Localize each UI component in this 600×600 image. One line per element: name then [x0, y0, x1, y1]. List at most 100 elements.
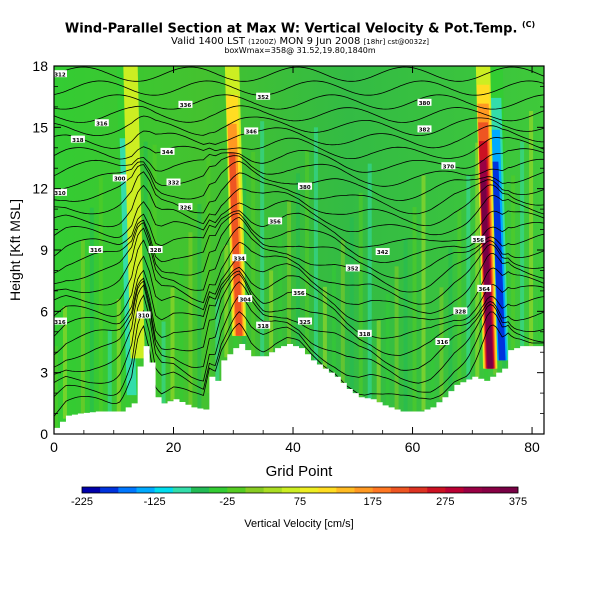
field-streak	[367, 163, 372, 399]
isentrope-label-text: 352	[347, 267, 359, 273]
isentrope-line	[54, 273, 544, 368]
field-streak	[80, 239, 85, 414]
isentrope-label: 300	[112, 174, 127, 183]
x-axis-label: Grid Point	[266, 463, 334, 480]
valid-date: MON 9 Jun 2008	[279, 36, 361, 47]
isentrope-label-bg	[94, 119, 109, 127]
field-streak	[251, 151, 256, 357]
field-streak	[304, 149, 309, 355]
isentrope-label-text: 312	[54, 72, 66, 78]
colorbar-tick-label: -25	[219, 496, 235, 508]
updraft-column	[228, 152, 243, 336]
isentrope-line	[54, 184, 544, 228]
isentrope-line	[54, 226, 544, 293]
terrain-mask	[54, 344, 544, 434]
colorbar-swatch	[390, 487, 410, 493]
field-streak	[287, 200, 292, 345]
isentrope-label: 380	[297, 182, 312, 191]
isentrope-line	[54, 80, 544, 96]
isentrope-label-bg	[88, 246, 103, 253]
isentrope-label: 336	[178, 100, 193, 109]
field-streak	[322, 286, 327, 369]
valid-utc: (1200Z)	[248, 38, 277, 46]
isentrope-label-bg	[112, 174, 127, 182]
isentrope-label-text: 370	[443, 164, 455, 170]
chart-title-text: Wind-Parallel Section at Max W: Vertical…	[64, 21, 518, 37]
colorbar-swatch	[136, 487, 155, 493]
isentrope-labels: 312 316 318 300 310 316 316 344 336 332 326 328 310 3…	[54, 70, 492, 346]
field-streak	[403, 237, 408, 412]
chart-valid-time: Valid 1400 LST (1200Z) MON 9 Jun 2008 [1…	[0, 36, 600, 47]
field-streak	[62, 306, 67, 419]
field-streak	[107, 329, 112, 412]
valid-run: [18hr] cst@0032z]	[363, 38, 429, 46]
isentrope-label-bg	[256, 321, 271, 329]
x-tick-label: 60	[405, 439, 421, 455]
field-streak	[278, 234, 283, 348]
isentrope-label-text: 364	[479, 287, 491, 293]
isentrope-label-bg	[292, 288, 306, 296]
isentrope-label-bg	[238, 295, 253, 303]
field-streak	[457, 209, 462, 384]
colorbar-swatch	[318, 487, 337, 493]
isentrope-label: 316	[54, 317, 67, 326]
field-streak	[412, 207, 417, 412]
field-streak	[448, 247, 453, 392]
isentrope-label-bg	[70, 135, 85, 143]
isentrope-label-bg	[166, 178, 181, 186]
y-tick-label: 18	[32, 58, 48, 74]
isentrope-line	[54, 252, 544, 317]
isentrope-label-text: 328	[455, 310, 467, 316]
isentrope-label-text: 310	[138, 314, 150, 320]
isentrope-label: 310	[136, 311, 151, 320]
isentrope-line	[54, 194, 544, 238]
isentrope-label: 334	[232, 254, 247, 262]
isentrope-label-bg	[417, 125, 432, 133]
field-streak	[152, 144, 157, 380]
isentrope-label: 346	[244, 127, 259, 136]
field-streak	[313, 127, 318, 363]
isentrope-label-text: 316	[54, 320, 66, 326]
isentrope-label-bg	[54, 70, 67, 78]
isentrope-label: 344	[160, 147, 175, 156]
isentrope-label-text: 382	[419, 128, 431, 134]
isentrope-label: 325	[297, 317, 312, 326]
colorbar-swatch	[82, 487, 101, 493]
isentrope-line	[54, 148, 544, 177]
isentrope-label-bg	[136, 311, 151, 319]
field-streak	[269, 270, 274, 353]
isentrope-line	[54, 171, 544, 215]
isentrope-label: 364	[477, 284, 492, 293]
isentrope-label: 342	[375, 248, 390, 256]
isentrope-label: 356	[292, 288, 306, 297]
y-tick-label: 3	[40, 365, 48, 381]
isentrope-label-bg	[297, 317, 312, 325]
field-streak	[215, 299, 220, 381]
isentrope-label-text: 356	[473, 238, 485, 244]
isentrope-label: 312	[54, 70, 67, 78]
field-streak	[71, 271, 76, 415]
isentrope-label-bg	[178, 203, 193, 211]
isentrope-label-text: 352	[257, 95, 269, 101]
isentrope-label: 318	[256, 321, 271, 330]
colorbar-swatch	[372, 487, 392, 493]
terrain	[54, 344, 544, 434]
isentrope-label-bg	[477, 284, 492, 292]
field-streak	[260, 121, 265, 357]
isentrope-label-bg	[441, 162, 456, 170]
isentrope-label-bg	[268, 217, 283, 225]
field-streak	[421, 175, 426, 411]
isentrope-label-bg	[345, 264, 360, 272]
field-streak	[98, 176, 103, 412]
field-streak	[466, 175, 471, 380]
field-streak	[385, 293, 390, 407]
isentrope-line	[54, 105, 544, 123]
isentrope-label: 316	[94, 119, 109, 127]
isentrope-label-bg	[471, 235, 486, 243]
y-tick-label: 12	[32, 181, 48, 197]
isentrope-label: 328	[453, 307, 468, 316]
isentrope-label-text: 336	[180, 103, 192, 109]
y-tick-label: 0	[40, 426, 48, 442]
colorbar-swatch	[245, 487, 264, 493]
